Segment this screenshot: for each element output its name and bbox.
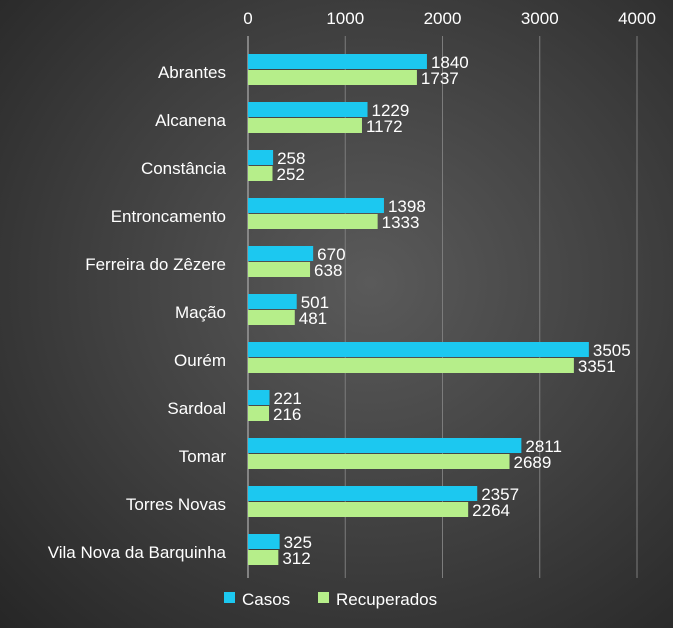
category-label: Alcanena	[155, 111, 226, 130]
bar-casos	[248, 198, 384, 213]
data-label: 325	[284, 533, 312, 552]
category-label: Sardoal	[167, 399, 226, 418]
category-label: Torres Novas	[126, 495, 226, 514]
category-label: Ourém	[174, 351, 226, 370]
bar-casos	[248, 342, 589, 357]
bar-recuperados	[248, 454, 510, 469]
data-label: 2264	[472, 501, 510, 520]
x-tick-label: 1000	[326, 9, 364, 28]
bar-casos	[248, 246, 314, 261]
legend-label-casos: Casos	[242, 590, 290, 609]
bar-casos	[248, 390, 270, 405]
data-label: 1737	[421, 69, 459, 88]
category-label: Vila Nova da Barquinha	[48, 543, 227, 562]
data-label: 3505	[593, 341, 631, 360]
data-label: 670	[317, 245, 345, 264]
bar-casos	[248, 486, 478, 501]
category-label: Mação	[175, 303, 226, 322]
bar-recuperados	[248, 406, 270, 421]
bar-casos	[248, 54, 427, 69]
data-label: 1840	[431, 53, 469, 72]
bar-casos	[248, 294, 297, 309]
data-label: 481	[299, 309, 327, 328]
data-label: 1172	[366, 117, 403, 136]
bar-recuperados	[248, 502, 469, 517]
bar-casos	[248, 534, 280, 549]
bar-recuperados	[248, 118, 362, 133]
category-labels: Abrantes Alcanena Constância Entroncamento F…	[48, 63, 227, 562]
data-label: 258	[277, 149, 305, 168]
x-tick-label: 2000	[424, 9, 462, 28]
bar-casos	[248, 150, 274, 165]
data-label: 312	[282, 549, 310, 568]
data-label: 501	[301, 293, 329, 312]
data-label: 2811	[525, 437, 562, 456]
category-label: Entroncamento	[111, 207, 226, 226]
bar-recuperados	[248, 70, 417, 85]
data-label: 2689	[514, 453, 552, 472]
category-label: Constância	[141, 159, 227, 178]
data-label: 2357	[481, 485, 519, 504]
bar-recuperados	[248, 214, 378, 229]
bar-recuperados	[248, 262, 311, 277]
bar-casos	[248, 438, 522, 453]
data-label: 252	[277, 165, 305, 184]
data-label: 216	[273, 405, 301, 424]
bar-recuperados	[248, 166, 273, 181]
category-label: Ferreira do Zêzere	[85, 255, 226, 274]
legend-swatch-recuperados	[318, 592, 329, 603]
data-label: 1333	[382, 213, 420, 232]
x-axis-ticks: 0 1000 2000 3000 4000	[243, 9, 656, 28]
bar-casos	[248, 102, 368, 117]
legend-label-recuperados: Recuperados	[336, 590, 437, 609]
x-tick-label: 0	[243, 9, 252, 28]
bar-recuperados	[248, 550, 279, 565]
data-label: 1398	[388, 197, 426, 216]
category-label: Tomar	[179, 447, 227, 466]
category-label: Abrantes	[158, 63, 226, 82]
bar-recuperados	[248, 310, 295, 325]
bar-recuperados	[248, 358, 574, 373]
data-label: 638	[314, 261, 342, 280]
legend-swatch-casos	[224, 592, 235, 603]
data-label: 1229	[372, 101, 410, 120]
x-tick-label: 3000	[521, 9, 559, 28]
data-label: 3351	[578, 357, 616, 376]
bars	[248, 54, 589, 565]
x-tick-label: 4000	[618, 9, 656, 28]
data-label: 221	[273, 389, 301, 408]
legend: Casos Recuperados	[224, 590, 437, 609]
